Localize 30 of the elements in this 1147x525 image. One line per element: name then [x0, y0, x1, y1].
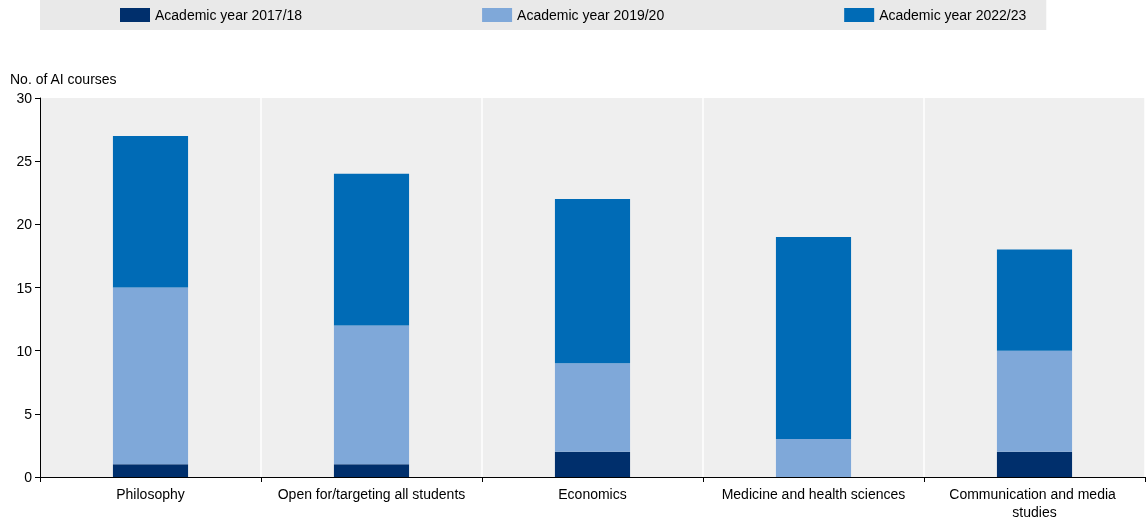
- y-tick-label: 20: [16, 216, 33, 233]
- bar: [112, 287, 189, 465]
- bar: [775, 236, 852, 440]
- bar: [112, 135, 189, 288]
- x-tick-label: Philosophy: [116, 486, 185, 502]
- bar: [112, 464, 189, 477]
- bar: [996, 451, 1073, 477]
- legend-label: Academic year 2019/20: [517, 7, 665, 23]
- y-tick-label: 15: [16, 279, 33, 296]
- y-tick-label: 10: [16, 342, 33, 359]
- bar: [554, 199, 631, 364]
- bar: [775, 439, 852, 477]
- legend-label: Academic year 2022/23: [879, 7, 1027, 23]
- y-axis-title: No. of AI courses: [10, 71, 117, 87]
- bar: [333, 464, 410, 477]
- y-tick-label: 25: [16, 153, 33, 170]
- bar: [554, 451, 631, 477]
- x-tick-label: Medicine and health sciences: [721, 486, 906, 502]
- y-tick-label: 0: [24, 469, 33, 485]
- bar: [333, 173, 410, 326]
- x-tick-label: Communication and media studies: [949, 486, 1120, 520]
- x-tick-label: Open for/targeting all students: [277, 486, 466, 502]
- legend-label: Academic year 2017/18: [155, 7, 303, 23]
- x-tick-label: Economics: [558, 486, 627, 502]
- y-tick-label: 30: [16, 90, 33, 106]
- bar: [996, 350, 1073, 452]
- y-tick-label: 5: [24, 405, 33, 422]
- bar: [554, 363, 631, 452]
- bar: [996, 249, 1073, 351]
- bar: [333, 325, 410, 465]
